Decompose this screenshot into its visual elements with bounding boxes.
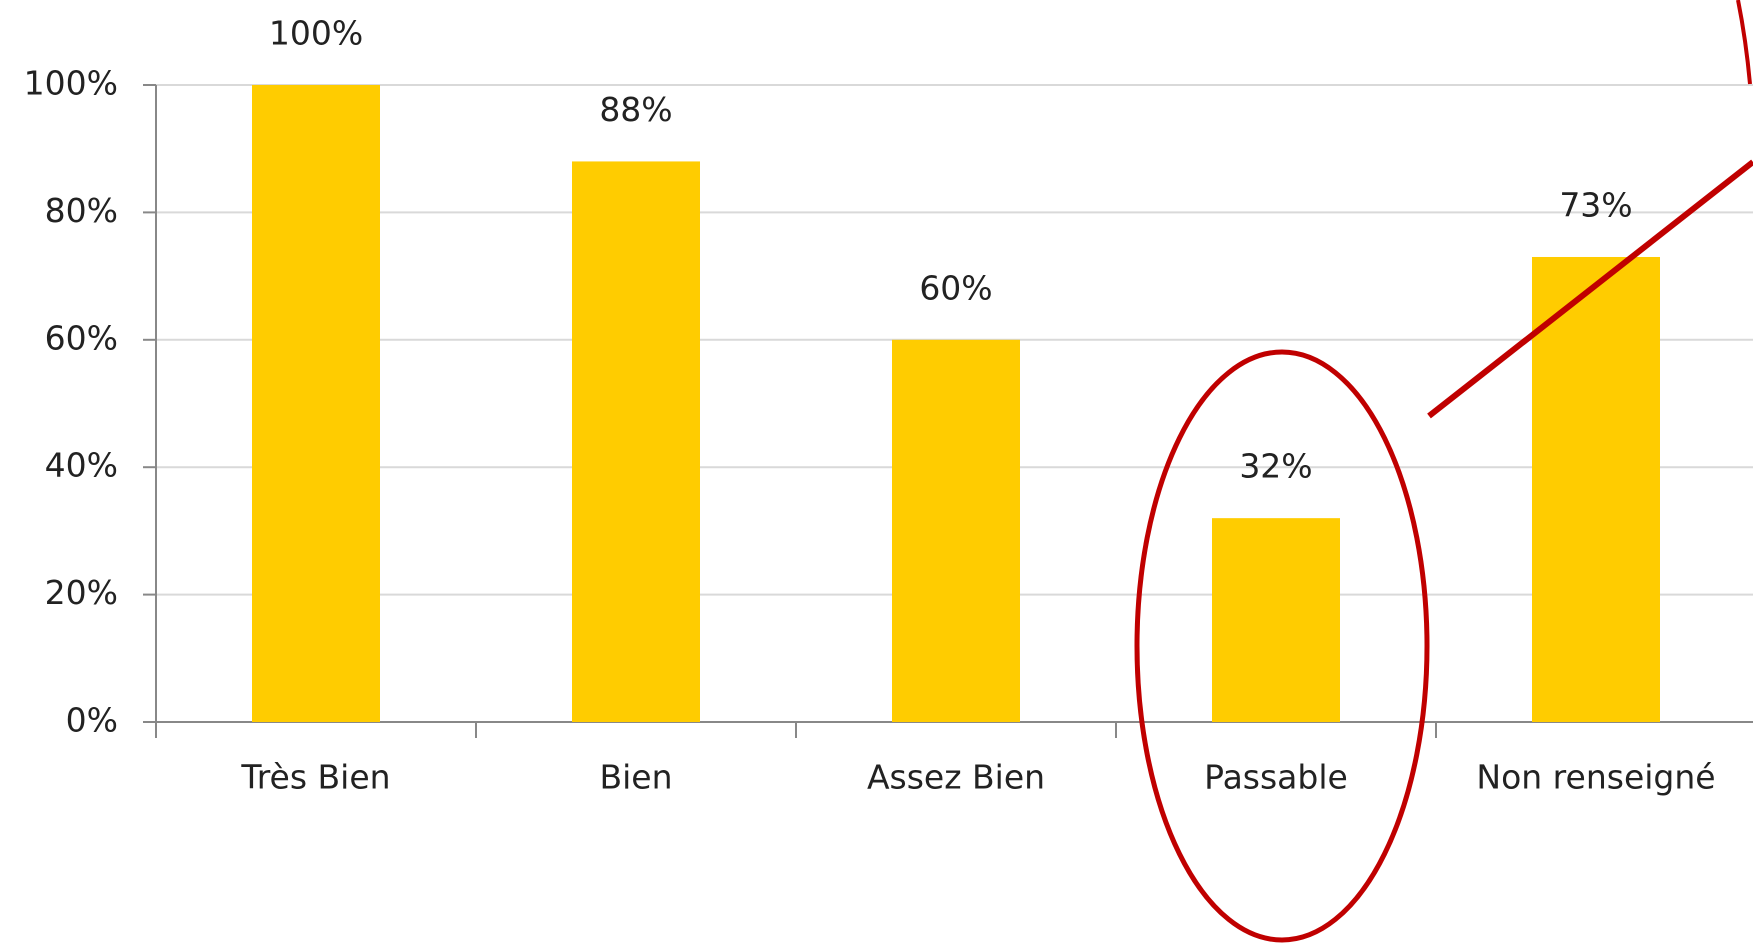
annotations [1134,0,1753,943]
y-tick-label: 40% [45,446,118,485]
y-tick-label: 80% [45,191,118,230]
data-label: 32% [1239,447,1312,486]
y-tick-label: 100% [24,64,118,103]
y-tick-label: 0% [66,701,118,740]
arrow-line [1427,159,1753,419]
data-label: 60% [919,268,992,307]
data-label: 88% [599,90,672,129]
bar [1532,256,1660,722]
annotation-curve [1736,0,1752,85]
x-tick-label: Très Bien [240,758,390,797]
x-tick-label: Bien [599,758,672,797]
x-tick-label: Passable [1204,758,1348,797]
bar [572,161,700,722]
y-tick-label: 60% [45,318,118,357]
highlight-ellipse [1134,349,1430,943]
bar [252,85,380,722]
data-label: 100% [269,14,363,53]
x-tick-label: Assez Bien [867,758,1045,797]
y-tick-label: 20% [45,573,118,612]
data-label: 73% [1559,185,1632,224]
bar [1212,518,1340,722]
x-tick-label: Non renseigné [1476,758,1715,797]
bar [892,339,1020,722]
